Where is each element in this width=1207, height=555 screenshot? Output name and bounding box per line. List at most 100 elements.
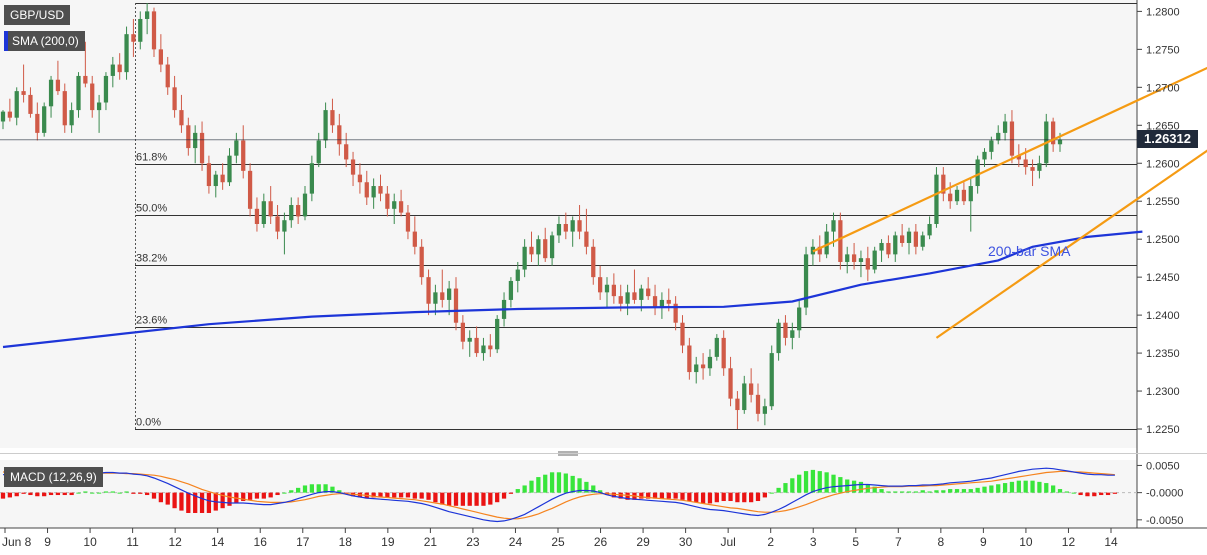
candle-body	[584, 231, 589, 247]
candle-body	[392, 201, 397, 209]
candle-body	[996, 132, 1001, 141]
macd-histogram-bar	[913, 491, 918, 493]
macd-histogram-bar	[831, 474, 836, 493]
macd-histogram-bar	[62, 492, 67, 496]
macd-histogram-bar	[151, 492, 157, 499]
macd-histogram-bar	[199, 492, 205, 513]
candle-body	[563, 224, 568, 232]
candle-body	[378, 186, 383, 194]
candle-body	[0, 111, 6, 122]
candle-body	[508, 280, 514, 300]
pane-resize-handle[interactable]	[558, 451, 578, 456]
macd-histogram-bar	[934, 490, 939, 493]
candle-body	[845, 254, 850, 262]
macd-histogram-bar	[1112, 492, 1118, 494]
macd-histogram-bar	[790, 478, 795, 493]
candles	[0, 3, 1063, 430]
candle-body	[385, 193, 390, 209]
channel-lower-line	[935, 149, 1207, 339]
overlays	[0, 66, 1207, 349]
price-tick-label: 1.2450	[1146, 272, 1180, 284]
macd-histogram-bar	[412, 492, 417, 499]
candle-body	[920, 235, 925, 247]
symbol-tag[interactable]: GBP/USD	[4, 5, 71, 25]
macd-histogram-bar	[117, 492, 122, 494]
time-tick-label: 10	[83, 535, 97, 549]
fib-label: 23.6%	[136, 315, 167, 327]
macd-histogram-bar	[687, 492, 692, 502]
macd-histogram-bar	[316, 484, 321, 493]
time-tick-label: 14	[211, 535, 225, 549]
candle-body	[412, 231, 417, 247]
macd-tick-label: 0.0050	[1146, 460, 1180, 472]
candle-body	[879, 242, 884, 251]
candle-body	[227, 155, 232, 183]
time-tick-label: 3	[810, 535, 817, 549]
candle-body	[302, 193, 308, 217]
macd-histogram-bar	[96, 492, 102, 494]
candle-body	[900, 235, 905, 243]
candle-body	[687, 345, 692, 373]
candle-body	[728, 368, 733, 399]
candle-body	[447, 288, 452, 300]
candle-body	[179, 110, 184, 126]
candle-body	[989, 140, 994, 152]
macd-legend-tag[interactable]: MACD (12,26,9)	[4, 467, 103, 487]
candle-body	[515, 269, 520, 281]
candle-body	[913, 231, 918, 247]
time-tick-label: 2	[767, 535, 774, 549]
candle-body	[158, 49, 163, 65]
time-tick-label: 25	[551, 535, 565, 549]
candle-body	[838, 220, 843, 262]
macd-histogram-bar	[543, 474, 548, 493]
candle-body	[783, 322, 788, 338]
macd-histogram-bar	[900, 491, 905, 493]
candle-body	[138, 18, 143, 42]
macd-histogram-bar	[14, 492, 19, 497]
macd-histogram-bar	[680, 492, 685, 500]
candle-body	[241, 140, 246, 171]
sma-legend-tag[interactable]: SMA (200,0)	[4, 31, 85, 51]
time-tick-label: 11	[126, 535, 139, 549]
macd-histogram-bar	[968, 489, 973, 493]
macd-histogram-bar	[165, 492, 170, 505]
macd-histogram-bar	[35, 492, 40, 497]
candle-body	[145, 11, 150, 19]
candle-body	[906, 231, 912, 243]
macd-histogram-bar	[296, 487, 301, 493]
candle-body	[433, 292, 438, 304]
candle-body	[927, 224, 932, 236]
macd-histogram-bar	[941, 490, 946, 493]
macd-histogram-bar	[646, 492, 651, 499]
candle-body	[598, 277, 603, 293]
macd-histogram-bar	[1064, 491, 1069, 493]
macd-histogram-bar	[426, 492, 431, 500]
macd-histogram-bar	[42, 492, 47, 497]
macd-histogram-bar	[954, 489, 960, 493]
candle-body	[982, 151, 987, 160]
macd-histogram-bar	[440, 492, 445, 505]
candle-body	[522, 246, 527, 270]
macd-histogram-bar	[172, 492, 177, 509]
candle-body	[213, 174, 218, 187]
price-scale-bg	[1137, 0, 1207, 448]
candle-body	[186, 125, 191, 149]
candle-body	[776, 322, 781, 354]
candle-body	[110, 64, 115, 76]
macd-histogram-bar	[1016, 480, 1021, 493]
candle-body	[803, 254, 809, 308]
macd-histogram-bar	[797, 474, 802, 493]
macd-histogram-bar	[577, 478, 582, 493]
time-tick-label: 17	[296, 535, 310, 549]
candle-body	[536, 239, 541, 255]
time-tick-label: 9	[980, 535, 987, 549]
candle-body	[364, 182, 369, 198]
macd-histogram-bar	[1023, 480, 1028, 493]
macd-histogram-bar	[186, 492, 191, 513]
macd-histogram-bar	[1105, 492, 1111, 496]
candle-body	[529, 246, 534, 255]
macd-histogram-bar	[762, 492, 767, 498]
macd-histogram-bar	[76, 492, 81, 494]
macd-histogram-bar	[83, 491, 88, 493]
